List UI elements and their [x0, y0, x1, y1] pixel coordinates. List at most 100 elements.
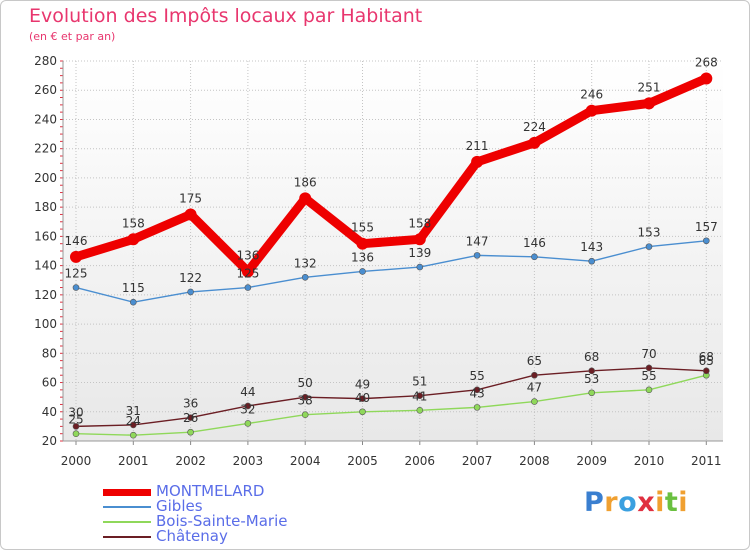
data-label-bois-sainte-marie: 65: [699, 354, 714, 368]
data-label-bois-sainte-marie: 24: [126, 414, 141, 428]
data-label-bois-sainte-marie: 55: [641, 369, 656, 383]
data-label-montmelard: 224: [523, 120, 546, 134]
data-label-bois-sainte-marie: 47: [527, 381, 542, 395]
data-point-montmelard: [127, 233, 140, 246]
data-label-gibles: 147: [466, 234, 489, 248]
legend-label-montmelard: MONTMELARD: [156, 482, 265, 500]
data-point-chatenay: [130, 421, 137, 429]
data-label-chatenay: 50: [298, 376, 313, 390]
data-label-bois-sainte-marie: 26: [183, 411, 198, 425]
chart-title: Evolution des Impôts locaux par Habitant: [29, 5, 423, 27]
data-point-chatenay: [531, 371, 538, 379]
y-tick-label: 40: [42, 405, 57, 419]
data-point-gibles: [416, 263, 424, 271]
data-labels: 25 24 26 32 38 40 41 43 47 53 55 65 30 31 36 44 50 49 51 55…: [65, 56, 718, 429]
plot-area: [63, 61, 723, 441]
logo-letter: P: [584, 487, 605, 518]
data-point-gibles: [588, 257, 596, 265]
data-label-chatenay: 68: [584, 350, 599, 364]
data-label-gibles: 132: [294, 256, 317, 270]
data-point-montmelard: [184, 208, 197, 221]
data-point-montmelard: [241, 265, 254, 278]
axes: 20 40 60 80 100 120 140 160 180 200 220 240 260 280 20…: [34, 54, 723, 468]
data-point-montmelard: [471, 155, 484, 168]
data-label-gibles: 115: [122, 281, 145, 295]
x-tick-label: 2004: [290, 454, 321, 468]
x-tick-label: 2010: [634, 454, 665, 468]
series-layer: [70, 72, 713, 439]
data-label-gibles: 157: [695, 220, 718, 234]
data-point-bois-sainte-marie: [130, 431, 137, 439]
y-tick-label: 180: [34, 200, 57, 214]
y-tick-label: 100: [34, 317, 57, 331]
data-label-chatenay: 30: [68, 405, 83, 419]
x-tick-label: 2011: [691, 454, 722, 468]
x-tick-label: 2000: [61, 454, 92, 468]
y-tick-label: 200: [34, 171, 57, 185]
data-point-gibles: [130, 298, 137, 306]
y-tick-label: 220: [34, 142, 57, 156]
data-point-bois-sainte-marie: [588, 389, 596, 397]
logo-letter: i: [655, 487, 665, 518]
data-label-chatenay: 31: [126, 404, 141, 418]
y-tick-label: 20: [42, 434, 57, 448]
data-label-bois-sainte-marie: 32: [240, 402, 255, 416]
data-label-chatenay: 51: [412, 375, 427, 389]
data-label-bois-sainte-marie: 41: [412, 389, 427, 403]
data-label-montmelard: 155: [351, 221, 374, 235]
x-tick-label: 2003: [233, 454, 264, 468]
logo-letter: o: [618, 487, 638, 518]
series-line-montmelard: [71, 74, 711, 276]
data-point-bois-sainte-marie: [473, 404, 481, 411]
data-point-montmelard: [413, 233, 426, 246]
data-point-chatenay: [301, 393, 309, 401]
y-tick-label: 140: [34, 259, 57, 273]
x-tick-label: 2001: [118, 454, 149, 468]
data-label-chatenay: 70: [641, 347, 656, 361]
data-label-montmelard: 246: [580, 88, 603, 102]
data-point-montmelard: [528, 136, 541, 149]
data-label-chatenay: 65: [527, 354, 542, 368]
y-tick-label: 120: [34, 288, 57, 302]
data-point-chatenay: [72, 423, 80, 430]
data-label-gibles: 125: [236, 267, 259, 281]
y-tick-label: 80: [42, 346, 57, 360]
data-point-bois-sainte-marie: [301, 411, 309, 418]
y-tick-label: 240: [34, 112, 57, 126]
data-label-gibles: 122: [179, 271, 202, 285]
data-point-chatenay: [702, 367, 710, 375]
x-tick-label: 2006: [405, 454, 436, 468]
data-label-montmelard: 175: [179, 191, 202, 205]
data-point-bois-sainte-marie: [244, 420, 252, 427]
data-label-montmelard: 158: [408, 216, 431, 230]
y-tick-label: 260: [34, 83, 57, 97]
x-tick-label: 2008: [519, 454, 550, 468]
data-label-gibles: 136: [351, 250, 374, 264]
data-point-gibles: [359, 268, 366, 275]
data-label-chatenay: 44: [240, 385, 255, 399]
legend-swatch-gibles: [103, 506, 151, 508]
data-label-bois-sainte-marie: 40: [355, 391, 370, 405]
data-point-gibles: [301, 274, 309, 281]
data-label-gibles: 139: [408, 246, 431, 260]
data-point-gibles: [531, 253, 538, 261]
data-point-bois-sainte-marie: [645, 386, 653, 394]
series-line-chatenay: [75, 367, 707, 428]
data-point-chatenay: [359, 395, 366, 402]
data-point-bois-sainte-marie: [359, 408, 366, 416]
data-point-chatenay: [473, 386, 481, 394]
data-point-montmelard: [643, 97, 655, 110]
data-label-gibles: 143: [580, 240, 603, 254]
x-tick-label: 2009: [576, 454, 607, 468]
legend-label-bois-sainte-marie: Bois-Sainte-Marie: [156, 512, 288, 530]
logo-letter: t: [664, 487, 679, 518]
data-point-bois-sainte-marie: [531, 398, 538, 405]
legend-swatch-montmelard: [103, 489, 151, 496]
logo-letter: i: [678, 487, 689, 518]
data-point-gibles: [244, 284, 252, 291]
series-line-bois-sainte-marie: [75, 374, 707, 436]
data-label-montmelard: 158: [122, 216, 145, 230]
data-point-montmelard: [70, 250, 82, 263]
y-tick-label: 60: [42, 376, 57, 390]
